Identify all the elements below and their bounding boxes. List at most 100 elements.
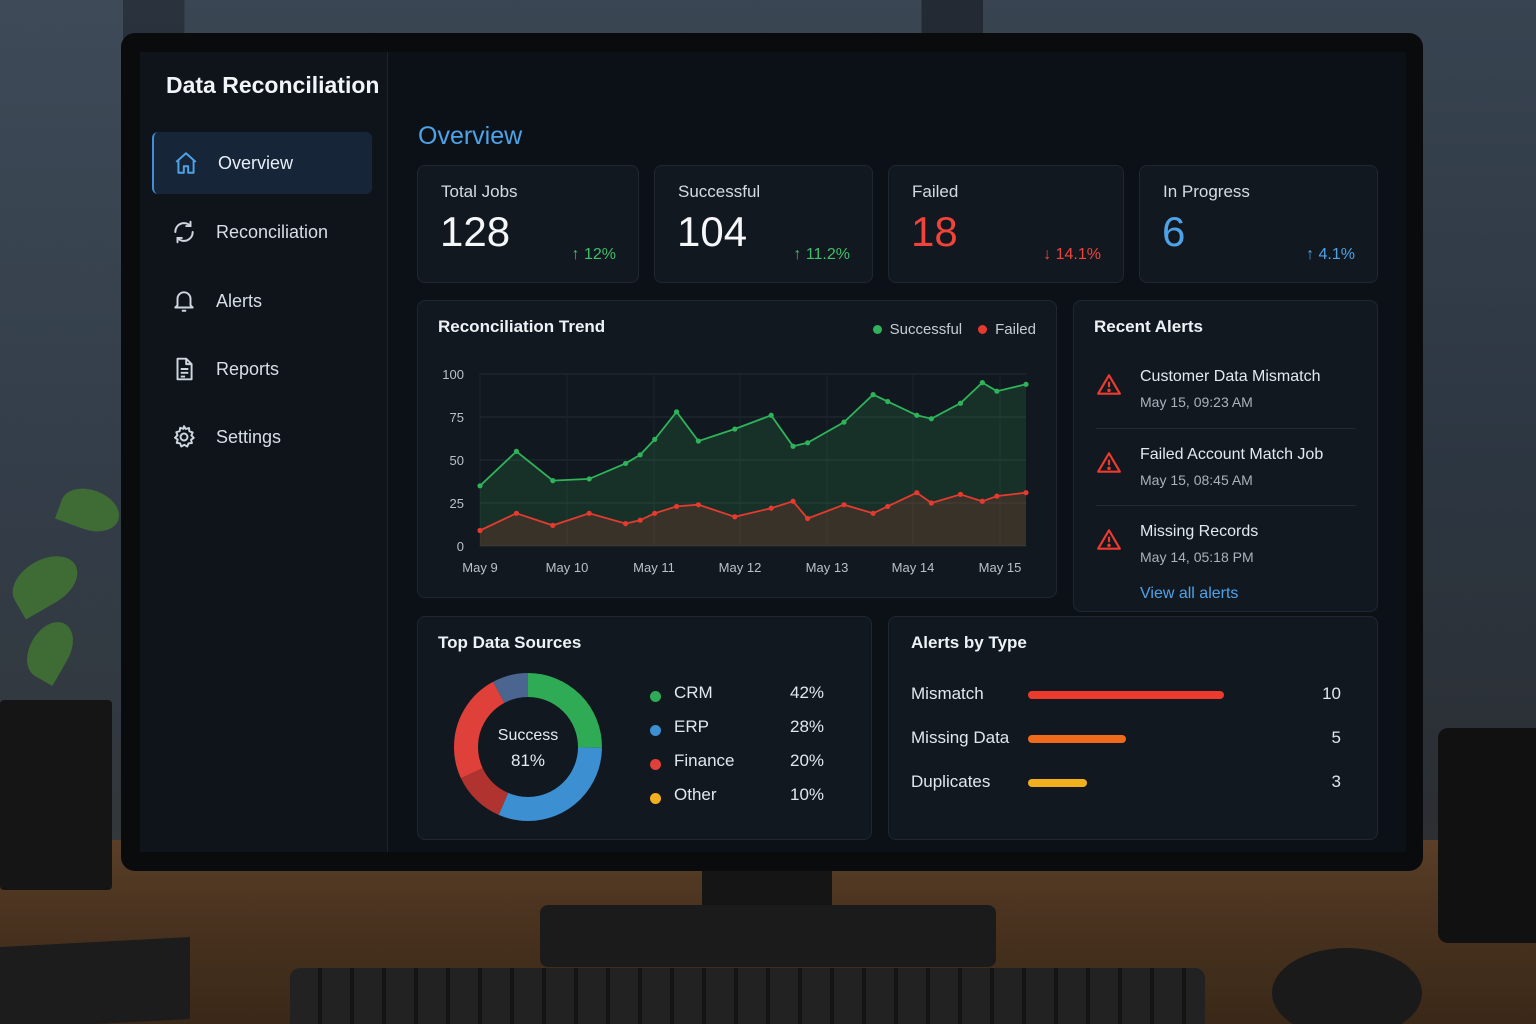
donut-segment-other	[454, 673, 602, 821]
stat-value: 104	[677, 208, 748, 255]
legend-label: Successful	[889, 321, 963, 338]
alert-title: Failed Account Match Job	[1140, 446, 1324, 463]
sidebar-item-reports[interactable]: Reports	[152, 338, 372, 400]
alert-time: May 15, 09:23 AM	[1140, 394, 1253, 410]
trend-card: Reconciliation Trend Successful Failed 0…	[417, 300, 1057, 598]
stat-card-total-jobs[interactable]: Total Jobs 128 ↑ 12%	[417, 165, 639, 283]
sidebar-item-label: Reconciliation	[216, 221, 329, 242]
alerts-by-type-title: Alerts by Type	[911, 633, 1027, 652]
data-sources-title: Top Data Sources	[438, 633, 582, 652]
sidebar-item-label: Settings	[216, 426, 282, 447]
data-point-successful	[979, 380, 985, 386]
data-point-successful	[1023, 381, 1029, 387]
sidebar-item-reconciliation[interactable]: Reconciliation	[152, 201, 372, 263]
data-point-successful	[513, 448, 519, 454]
legend-item-successful: Successful	[872, 321, 963, 338]
stat-value: 6	[1162, 208, 1186, 255]
y-tick-label: 0	[457, 539, 464, 554]
type-name: Mismatch	[911, 684, 984, 703]
stat-card-in-progress[interactable]: In Progress 6 ↑ 4.1%	[1139, 165, 1378, 283]
x-tick-label: May 11	[633, 560, 675, 575]
data-point-failed	[550, 522, 556, 528]
home-icon	[172, 149, 200, 177]
alert-item[interactable]: Customer Data Mismatch May 15, 09:23 AM	[1096, 368, 1358, 440]
stat-delta: ↑ 4.1%	[1306, 246, 1355, 263]
type-name: Duplicates	[911, 772, 991, 791]
type-count: 3	[1331, 772, 1341, 791]
stat-card-failed[interactable]: Failed 18 ↓ 14.1%	[888, 165, 1124, 283]
sidebar-item-overview[interactable]: Overview	[152, 132, 372, 194]
sidebar-item-label: Alerts	[216, 290, 263, 311]
source-dot	[650, 759, 661, 770]
stat-label: Total Jobs	[441, 182, 518, 201]
stat-value: 18	[911, 208, 958, 255]
recent-alerts-card: Recent Alerts Customer Data Mismatch May…	[1073, 300, 1378, 612]
alert-item[interactable]: Missing Records May 14, 05:18 PM	[1096, 523, 1358, 595]
x-tick-label: May 15	[979, 560, 1022, 575]
source-name: Finance	[674, 751, 735, 770]
data-point-successful	[914, 412, 920, 418]
legend-dot	[978, 325, 988, 334]
stat-value: 128	[440, 208, 511, 255]
data-point-failed	[623, 521, 629, 527]
type-name: Missing Data	[911, 728, 1010, 747]
y-tick-label: 50	[450, 453, 464, 468]
data-point-failed	[914, 490, 920, 496]
data-point-successful	[957, 400, 964, 406]
sidebar-item-alerts[interactable]: Alerts	[152, 270, 372, 332]
data-point-failed	[790, 498, 796, 504]
monitor-base	[540, 905, 996, 967]
stat-delta: ↓ 14.1%	[1043, 246, 1101, 263]
data-point-successful	[477, 483, 483, 489]
mouse	[1272, 948, 1422, 1024]
sidebar-item-label: Overview	[218, 152, 294, 173]
y-tick-label: 25	[450, 496, 464, 511]
data-point-successful	[790, 443, 796, 449]
x-tick-label: May 10	[546, 560, 589, 575]
x-tick-label: May 14	[892, 560, 935, 575]
page-title: Overview	[418, 122, 523, 150]
data-point-failed	[652, 510, 658, 516]
source-dot	[650, 793, 661, 804]
alert-time: May 15, 08:45 AM	[1140, 472, 1253, 488]
donut-center-label: Success	[497, 727, 559, 744]
gear-icon	[170, 423, 198, 451]
data-point-failed	[513, 510, 519, 516]
stat-card-successful[interactable]: Successful 104 ↑ 11.2%	[654, 165, 873, 283]
source-pct: 20%	[790, 751, 825, 770]
data-point-successful	[870, 392, 876, 398]
sidebar: Data Reconciliation Overview Reconciliat…	[140, 52, 388, 852]
alert-title: Missing Records	[1140, 523, 1259, 540]
data-point-failed	[637, 517, 643, 523]
data-point-failed	[695, 502, 701, 508]
source-row-erp: ERP 28%	[650, 717, 830, 741]
view-all-alerts-link[interactable]: View all alerts	[1140, 585, 1239, 602]
notebook	[0, 937, 190, 1024]
source-row-finance: Finance 20%	[650, 751, 830, 775]
data-point-failed	[957, 491, 964, 497]
source-pct: 42%	[790, 683, 825, 702]
warning-icon	[1097, 529, 1121, 550]
sidebar-item-settings[interactable]: Settings	[152, 406, 372, 468]
data-point-successful	[841, 419, 847, 425]
type-row-duplicates: Duplicates 3	[911, 772, 1341, 796]
data-point-successful	[695, 438, 701, 444]
data-point-successful	[885, 398, 891, 405]
x-tick-label: May 9	[462, 560, 497, 575]
type-row-missing-data: Missing Data 5	[911, 728, 1341, 752]
main-content: Overview Total Jobs 128 ↑ 12% Successful…	[388, 52, 1406, 852]
series-line-failed	[479, 491, 1027, 532]
source-name: Other	[674, 785, 717, 804]
data-point-successful	[732, 426, 738, 432]
alert-item[interactable]: Failed Account Match Job May 15, 08:45 A…	[1096, 446, 1358, 518]
alerts-by-type-card: Alerts by Type Mismatch 10 Missing Data …	[888, 616, 1378, 840]
source-name: CRM	[674, 683, 713, 702]
trend-legend: Successful Failed	[872, 321, 1036, 338]
stat-label: Failed	[912, 182, 959, 201]
donut-chart	[454, 673, 602, 821]
data-sources-card: Top Data Sources Success 81% CRM 42%	[417, 616, 872, 840]
y-tick-label: 75	[450, 410, 464, 425]
legend-dot	[872, 325, 882, 334]
data-point-failed	[870, 510, 876, 516]
data-point-failed	[885, 503, 891, 510]
